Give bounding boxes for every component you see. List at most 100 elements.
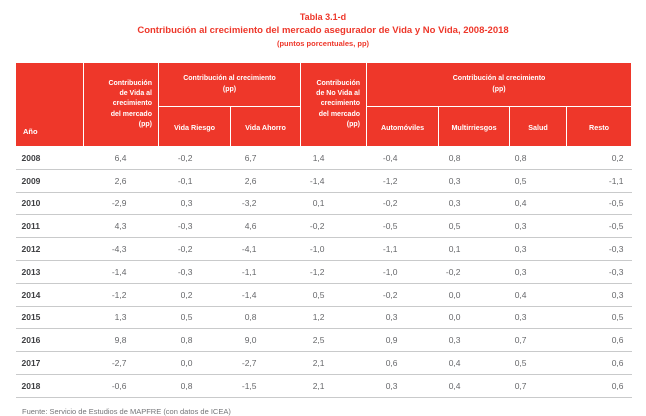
value-cell: 0,4 — [509, 283, 567, 307]
value-cell: 0,3 — [438, 328, 510, 353]
header-automoviles: Automóviles — [366, 106, 440, 147]
value-cell: 4,3 — [83, 214, 159, 239]
value-cell: 0,3 — [366, 374, 439, 398]
value-cell: 0,4 — [509, 192, 567, 216]
value-cell: -0,2 — [158, 237, 231, 261]
value-cell: 2,1 — [300, 351, 367, 375]
value-cell: 0,8 — [509, 146, 567, 170]
value-cell: -0,3 — [566, 237, 632, 261]
value-cell: 0,8 — [158, 328, 231, 353]
value-cell: -1,2 — [300, 260, 367, 284]
header-multirriesgos: Multirriesgos — [438, 106, 511, 147]
value-cell: -1,4 — [83, 260, 159, 284]
value-cell: 2,6 — [83, 169, 159, 193]
header-vida-riesgo: Vida Riesgo — [158, 106, 231, 147]
value-cell: -1,2 — [366, 169, 439, 193]
value-cell: -2,9 — [83, 192, 159, 216]
value-cell: -0,2 — [158, 146, 231, 170]
value-cell: 0,4 — [438, 374, 510, 398]
year-cell: 2009 — [15, 169, 84, 193]
year-cell: 2010 — [15, 192, 84, 216]
year-cell: 2018 — [15, 374, 84, 398]
value-cell: 4,6 — [230, 214, 301, 239]
value-cell: 0,0 — [438, 283, 510, 307]
table-row: 2009 2,6 -0,1 2,6 -1,4 -1,2 0,3 0,5 -1,1 — [15, 169, 632, 193]
value-cell: -1,0 — [300, 237, 367, 261]
value-cell: -3,2 — [230, 192, 301, 216]
data-table: Año Contribución de Vida al crecimiento … — [15, 62, 633, 398]
value-cell: -0,1 — [158, 169, 231, 193]
table-number: Tabla 3.1-d — [299, 12, 347, 22]
value-cell: 0,3 — [438, 192, 510, 216]
value-cell: -4,1 — [230, 237, 301, 261]
value-cell: 0,3 — [509, 260, 567, 284]
value-cell: 0,5 — [566, 306, 632, 330]
value-cell: -2,7 — [83, 351, 159, 375]
value-cell: 2,1 — [300, 374, 367, 398]
value-cell: -0,3 — [158, 260, 231, 284]
header-salud: Salud — [509, 106, 568, 147]
header-vida-ahorro: Vida Ahorro — [229, 106, 302, 147]
value-cell: 0,8 — [438, 146, 510, 170]
table-row: 2013 -1,4 -0,3 -1,1 -1,2 -1,0 -0,2 0,3 -… — [15, 260, 632, 284]
value-cell: 0,3 — [158, 192, 231, 216]
value-cell: -1,4 — [300, 169, 367, 193]
value-cell: 9,8 — [83, 328, 159, 353]
value-cell: -0,2 — [300, 214, 367, 239]
value-cell: 6,4 — [83, 146, 159, 170]
table-row: 2017 -2,7 0,0 -2,7 2,1 0,6 0,4 0,5 0,6 — [15, 351, 632, 375]
value-cell: 6,7 — [230, 146, 301, 170]
header-novida-group: Contribución al crecimiento (pp) — [366, 62, 633, 107]
value-cell: 0,3 — [438, 169, 510, 193]
value-cell: 0,5 — [438, 214, 510, 239]
value-cell: -0,3 — [566, 260, 632, 284]
value-cell: 0,5 — [509, 169, 567, 193]
year-cell: 2015 — [15, 306, 84, 330]
value-cell: 0,7 — [509, 374, 567, 398]
year-cell: 2014 — [15, 283, 84, 307]
year-cell: 2012 — [15, 237, 84, 261]
header-year: Año — [15, 62, 84, 147]
table-header: Año Contribución de Vida al crecimiento … — [15, 62, 633, 147]
header-novida-contribution: Contribución de No Vida al crecimiento d… — [300, 62, 368, 147]
value-cell: -2,7 — [230, 351, 301, 375]
value-cell: 0,9 — [366, 328, 439, 353]
value-cell: 0,3 — [366, 306, 439, 330]
value-cell: 0,3 — [509, 306, 567, 330]
value-cell: 2,6 — [230, 169, 301, 193]
value-cell: -0,2 — [438, 260, 510, 284]
value-cell: -1,1 — [566, 169, 632, 193]
value-cell: 0,1 — [438, 237, 510, 261]
table-body: 2008 6,4 -0,2 6,7 1,4 -0,4 0,8 0,8 0,2 2… — [15, 146, 632, 398]
table-row: 2018 -0,6 0,8 -1,5 2,1 0,3 0,4 0,7 0,6 — [15, 374, 632, 398]
value-cell: 0,0 — [438, 306, 510, 330]
value-cell: -1,0 — [366, 260, 439, 284]
value-cell: 0,3 — [509, 237, 567, 261]
table-title: Contribución al crecimiento del mercado … — [137, 25, 509, 36]
header-resto: Resto — [566, 106, 633, 147]
header-vida-group: Contribución al crecimiento (pp) — [157, 62, 302, 107]
value-cell: -4,3 — [83, 237, 159, 261]
value-cell: 1,4 — [300, 146, 367, 170]
value-cell: 0,2 — [566, 146, 632, 170]
value-cell: 0,7 — [509, 328, 567, 353]
value-cell: -0,6 — [83, 374, 159, 398]
value-cell: 0,3 — [509, 214, 567, 239]
table-row: 2010 -2,9 0,3 -3,2 0,1 -0,2 0,3 0,4 -0,5 — [15, 192, 632, 216]
value-cell: 0,5 — [509, 351, 567, 375]
value-cell: -0,5 — [566, 192, 632, 216]
value-cell: 0,8 — [158, 374, 231, 398]
source-note: Fuente: Servicio de Estudios de MAPFRE (… — [22, 406, 231, 416]
value-cell: -0,4 — [366, 146, 439, 170]
table-row: 2014 -1,2 0,2 -1,4 0,5 -0,2 0,0 0,4 0,3 — [15, 283, 632, 307]
table-row: 2008 6,4 -0,2 6,7 1,4 -0,4 0,8 0,8 0,2 — [15, 146, 632, 170]
year-cell: 2017 — [15, 351, 84, 375]
value-cell: -1,1 — [366, 237, 439, 261]
table-row: 2011 4,3 -0,3 4,6 -0,2 -0,5 0,5 0,3 -0,5 — [15, 214, 632, 239]
value-cell: 0,5 — [158, 306, 231, 330]
table-row: 2012 -4,3 -0,2 -4,1 -1,0 -1,1 0,1 0,3 -0… — [15, 237, 632, 261]
table-row: 2016 9,8 0,8 9,0 2,5 0,9 0,3 0,7 0,6 — [15, 328, 632, 353]
value-cell: 0,3 — [566, 283, 632, 307]
table-units: (puntos porcentuales, pp) — [276, 39, 370, 48]
year-cell: 2016 — [15, 328, 84, 353]
